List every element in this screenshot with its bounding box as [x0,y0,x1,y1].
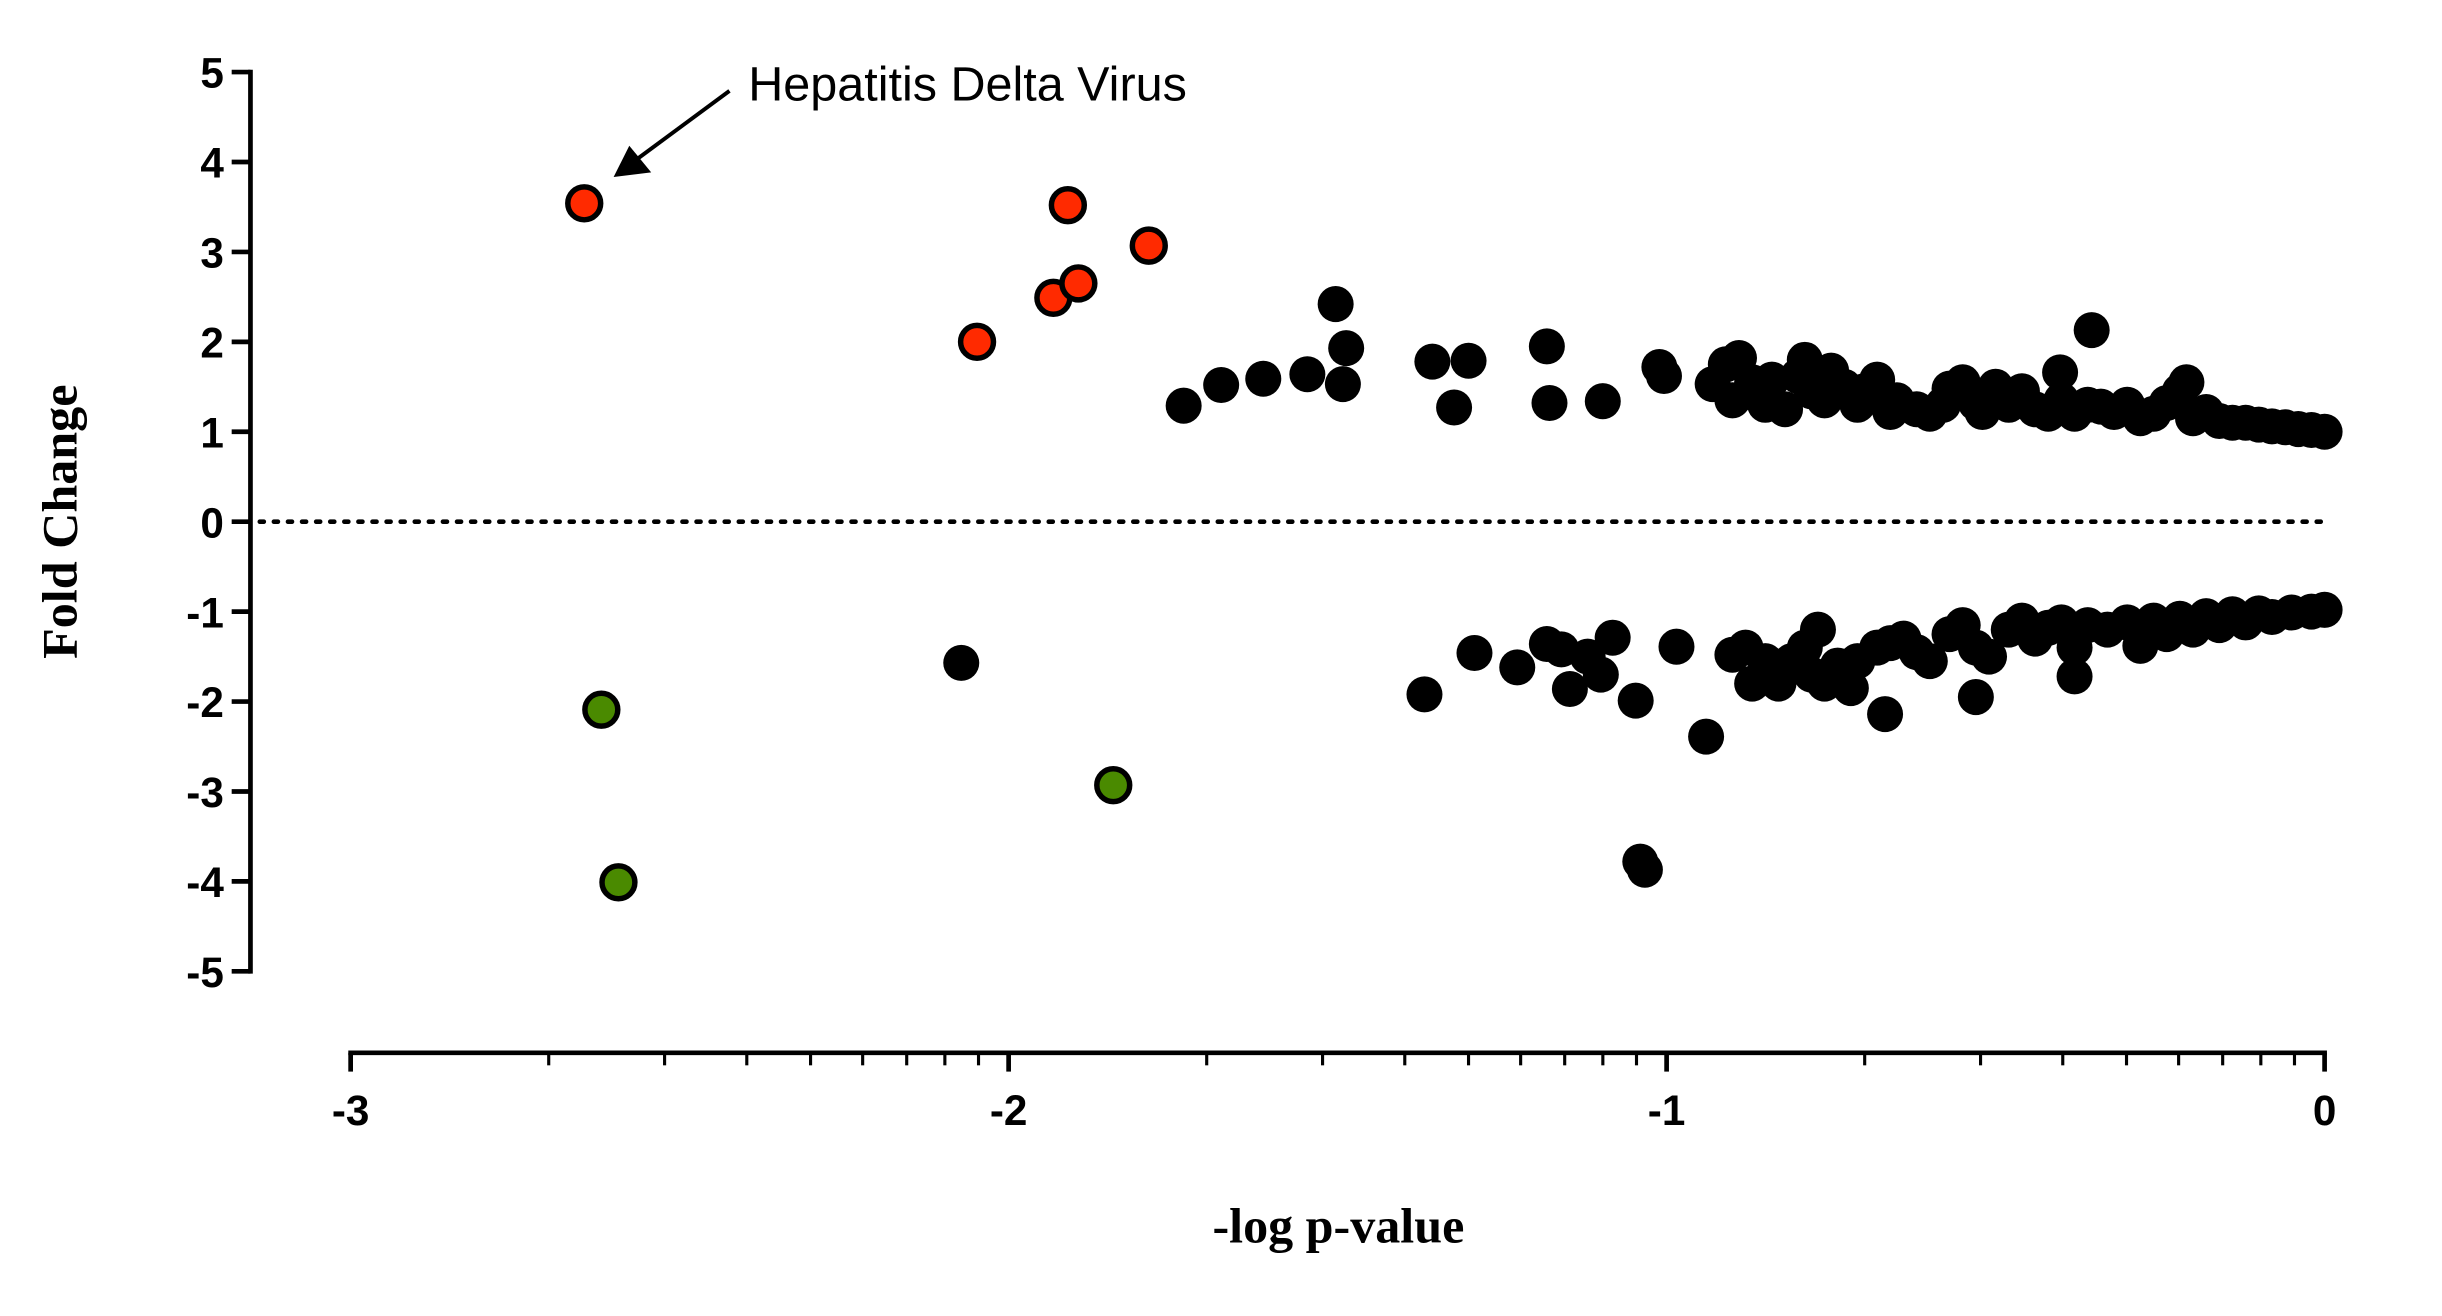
data-point-other [1317,286,1354,323]
data-point-other [1245,360,1282,397]
data-point-other [2042,354,2079,391]
data-point-other [1324,366,1361,403]
y-tick-label: -5 [186,949,224,996]
data-point-other [1971,638,2008,675]
data-point-upregulated-significant [1048,185,1088,225]
data-point-other [1799,611,1836,648]
data-point-downregulated-significant [1094,765,1133,805]
data-point-other [1753,361,1790,398]
annotation-arrow-line [632,89,731,163]
data-point-other [1499,649,1536,686]
data-point-other [2073,312,2110,349]
y-tick-label: 2 [200,319,224,366]
data-point-downregulated-significant [599,863,638,902]
annotation-label: Hepatitis Delta Virus [748,57,1187,111]
data-point-other [1688,718,1725,755]
annotation-arrowhead-icon [613,145,652,178]
data-point-other [1617,682,1654,719]
x-tick-label: -2 [990,1087,1028,1134]
y-tick-label: -4 [186,859,224,906]
data-point-other [1582,656,1619,693]
data-point-other [1203,366,1240,404]
y-tick-label: 5 [200,50,224,97]
x-axis-title: -log p-value [1212,1197,1464,1253]
data-point-other [2306,413,2343,450]
y-tick-label: -3 [186,769,224,816]
data-point-downregulated-significant [582,690,621,729]
data-point-other [1767,391,1804,428]
data-point-upregulated-significant [1059,264,1098,303]
annotation: Hepatitis Delta Virus [613,57,1187,178]
data-point-other [1531,384,1568,422]
x-tick-label: -3 [332,1087,370,1134]
data-point-other [943,644,980,681]
data-point-upregulated-significant [565,184,604,223]
data-point-other [1436,389,1473,426]
data-point-other [1328,330,1365,367]
x-axis: -3 -2 -1 0 [332,1050,2337,1134]
data-point-other [1957,679,1994,716]
data-point-other [1289,356,1326,393]
data-point-other [1832,670,1869,707]
data-point-other [2056,658,2093,695]
y-tick-label: -1 [186,589,224,636]
data-point-other [2306,591,2343,628]
data-point-upregulated-significant [957,322,997,362]
data-point-other [1528,328,1565,365]
y-tick-label: 4 [200,140,224,187]
y-tick-label: 1 [200,409,224,456]
data-point-other [1911,643,1948,680]
data-point-other [1551,670,1588,707]
data-point-other [1594,619,1631,656]
data-point-other [1645,358,1682,395]
data-points [565,184,2343,902]
y-tick-label: 3 [200,230,224,277]
data-point-other [1165,387,1202,424]
data-point-other [1867,696,1904,733]
data-point-upregulated-significant [1129,226,1168,265]
data-point-other [1414,343,1451,380]
x-tick-label: 0 [2313,1087,2337,1134]
data-point-other [1543,631,1580,668]
x-tick-label: -1 [1648,1087,1686,1134]
data-point-other [1450,342,1487,379]
data-point-other [1406,676,1443,713]
data-point-other [1584,383,1621,420]
data-point-other [1658,628,1695,665]
y-axis: 5 4 3 2 1 0 -1 -2 -3 -4 -5 [186,50,253,996]
y-axis-title: Fold Change [32,385,88,659]
data-point-other [1456,634,1493,672]
data-point-other [2168,364,2205,401]
data-point-other [1626,851,1663,888]
y-tick-label: -2 [186,679,224,726]
y-tick-label: 0 [200,499,224,546]
